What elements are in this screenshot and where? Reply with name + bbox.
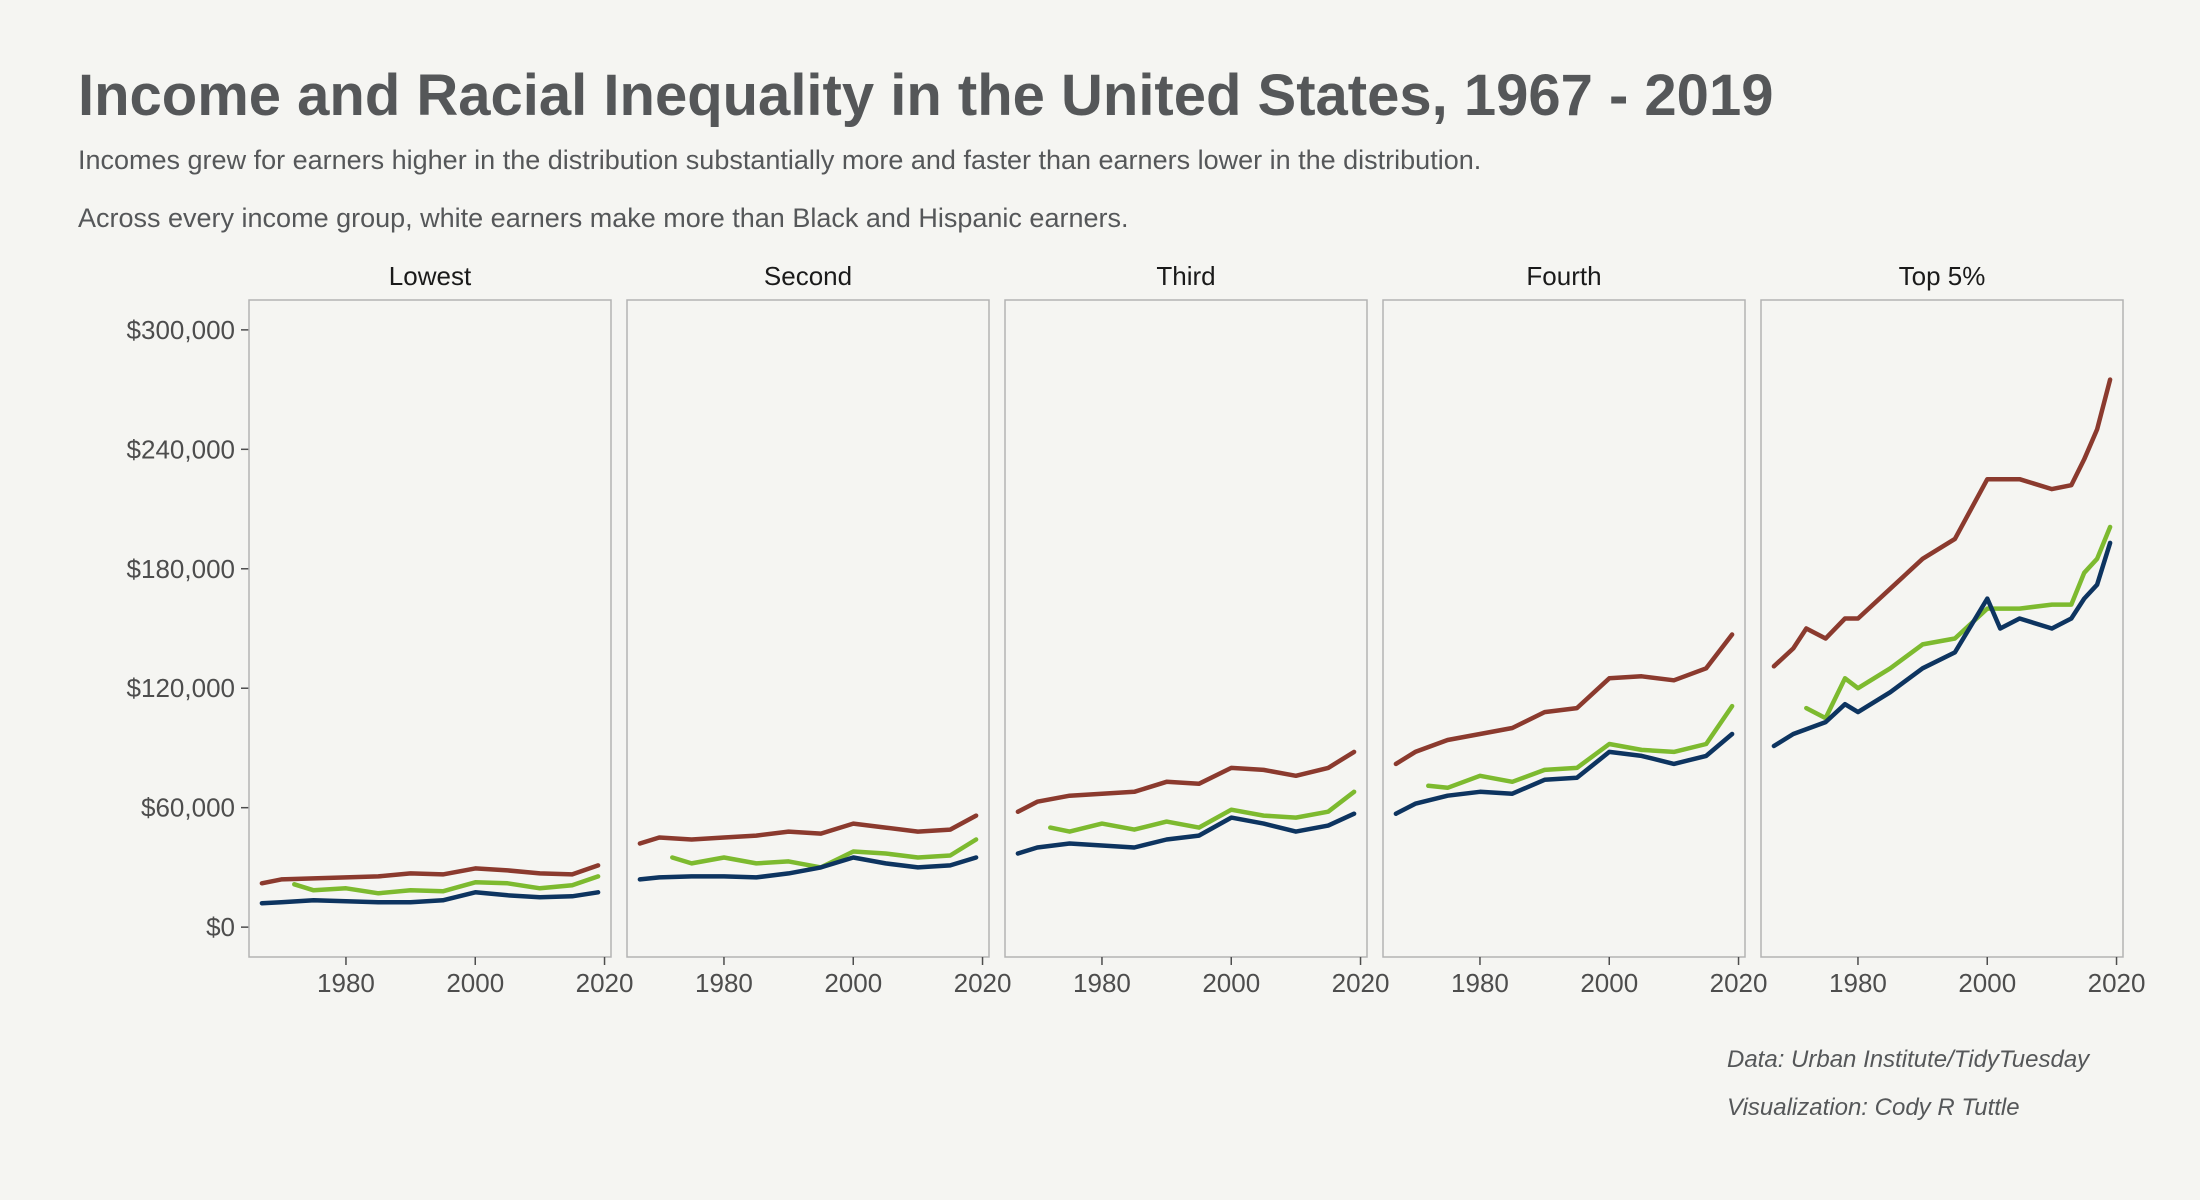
series-line	[1015, 749, 1357, 814]
x-tick-label: 2020	[576, 968, 634, 998]
x-tick-label: 2000	[824, 968, 882, 998]
x-tick-label: 1980	[1829, 968, 1887, 998]
series-line	[637, 855, 979, 882]
facet-strip-label: Fourth	[1526, 261, 1601, 291]
series-line	[1771, 540, 2113, 749]
series-line	[1426, 703, 1735, 791]
x-tick-label: 2020	[1332, 968, 1390, 998]
y-tick-label: $60,000	[141, 793, 235, 823]
series-line	[1015, 811, 1357, 856]
facet-panel	[626, 299, 990, 958]
series-line	[292, 874, 601, 896]
series-line	[1393, 632, 1735, 767]
series-line	[1393, 731, 1735, 816]
chart-title: Income and Racial Inequality in the Unit…	[78, 63, 1774, 128]
y-tick-label: $120,000	[127, 673, 235, 703]
x-tick-label: 2000	[446, 968, 504, 998]
facet-strip-label: Third	[1156, 261, 1215, 291]
facet-panel	[1004, 299, 1368, 958]
chart-subtitle-2: Across every income group, white earners…	[78, 203, 1129, 233]
y-tick-label: $240,000	[127, 434, 235, 464]
x-tick-label: 2000	[1202, 968, 1260, 998]
facet-panel	[1760, 299, 2124, 958]
x-tick-label: 2020	[2088, 968, 2146, 998]
facet-strip-label: Top 5%	[1899, 261, 1986, 291]
facet-panel	[1382, 299, 1746, 958]
series-line	[670, 837, 979, 870]
y-tick-label: $300,000	[127, 315, 235, 345]
y-tick-label: $0	[206, 912, 235, 942]
y-tick-label: $180,000	[127, 554, 235, 584]
series-line	[259, 890, 601, 906]
facet-strip-label: Lowest	[389, 261, 472, 291]
series-line	[1048, 789, 1357, 834]
series-line	[259, 863, 601, 886]
x-tick-label: 1980	[1073, 968, 1131, 998]
x-tick-label: 2000	[1580, 968, 1638, 998]
x-tick-label: 1980	[317, 968, 375, 998]
facet-panel	[248, 299, 612, 958]
series-line	[637, 813, 979, 846]
series-line	[1771, 377, 2113, 669]
x-tick-label: 1980	[1451, 968, 1509, 998]
x-tick-label: 2000	[1958, 968, 2016, 998]
x-tick-label: 2020	[954, 968, 1012, 998]
visualization-credit-caption: Visualization: Cody R Tuttle	[1727, 1094, 2020, 1121]
x-tick-label: 2020	[1710, 968, 1768, 998]
x-tick-label: 1980	[695, 968, 753, 998]
facet-strip-label: Second	[764, 261, 852, 291]
data-source-caption: Data: Urban Institute/TidyTuesday	[1727, 1046, 2090, 1073]
chart-subtitle-1: Incomes grew for earners higher in the d…	[78, 145, 1482, 175]
